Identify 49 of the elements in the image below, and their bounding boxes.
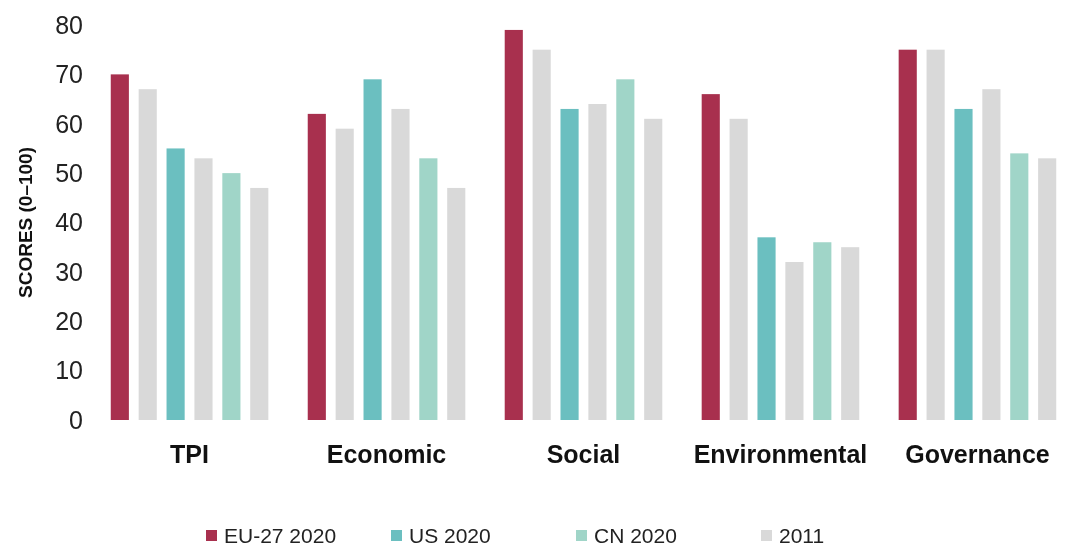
legend-label: CN 2020 (594, 524, 677, 548)
bar (560, 108, 579, 420)
x-tick-label: Environmental (693, 440, 868, 468)
bar (898, 49, 917, 420)
y-axis-title: SCORES (0–100) (15, 146, 36, 299)
y-tick-label: 30 (55, 257, 83, 286)
bar (391, 108, 410, 420)
bar (138, 89, 157, 420)
x-tick-label: Economic (326, 440, 447, 468)
bar (110, 74, 129, 420)
bar (1010, 153, 1029, 420)
bar (982, 89, 1001, 420)
y-tick-label: 40 (55, 208, 83, 237)
legend-label: US 2020 (409, 524, 491, 548)
bar (335, 128, 354, 420)
y-tick-label: 50 (55, 158, 83, 187)
bar (841, 247, 860, 420)
bar (532, 49, 551, 420)
y-tick-label: 20 (55, 307, 83, 335)
bar (644, 118, 663, 420)
bar (785, 262, 804, 420)
y-tick-label: 70 (55, 60, 83, 89)
bar (166, 148, 185, 420)
bar (954, 108, 973, 420)
x-tick-label: Social (546, 440, 621, 468)
bar (701, 94, 720, 420)
bar (504, 29, 523, 420)
x-tick-label: Governance (905, 440, 1050, 468)
bar (1038, 158, 1057, 420)
x-tick-label: TPI (170, 440, 209, 468)
bar (222, 173, 241, 420)
bar (194, 158, 213, 420)
bar (813, 242, 832, 420)
bar (926, 49, 945, 420)
y-tick-label: 0 (69, 405, 83, 434)
y-tick-label: 80 (55, 10, 83, 39)
y-tick-label: 60 (55, 109, 83, 138)
bar (447, 187, 466, 420)
bar (729, 118, 748, 420)
bar (363, 79, 382, 420)
bar (250, 187, 269, 420)
bar (616, 79, 635, 420)
bar (419, 158, 438, 420)
bar (307, 113, 326, 420)
bar (757, 237, 776, 420)
bar (588, 104, 607, 420)
y-tick-label: 10 (55, 356, 83, 385)
legend-label: 2011 (779, 524, 825, 548)
legend-label: EU-27 2020 (224, 524, 337, 548)
